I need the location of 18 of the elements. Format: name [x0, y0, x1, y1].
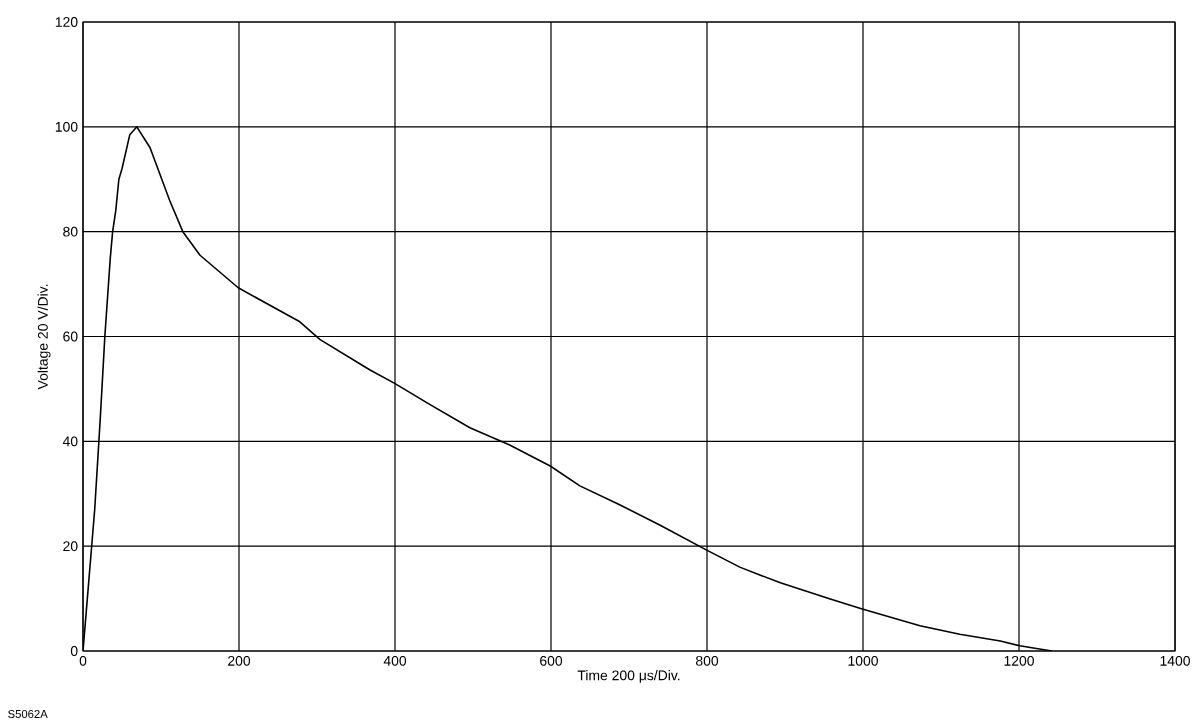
- x-tick-label: 1200: [1004, 655, 1034, 666]
- x-tick-label: 1000: [848, 655, 878, 666]
- y-axis-title: Voltage 20 V/Div.: [37, 284, 51, 390]
- y-tick-label: 80: [63, 226, 78, 237]
- x-axis-title: Time 200 μs/Div.: [577, 670, 680, 683]
- x-tick-label: 0: [79, 655, 87, 666]
- y-tick-label: 0: [70, 646, 78, 656]
- y-tick-label: 60: [63, 331, 78, 342]
- y-tick-label: 40: [62, 436, 78, 447]
- y-tick-label: 100: [55, 121, 78, 132]
- x-tick-label: 800: [695, 655, 719, 666]
- x-tick-label: 200: [228, 655, 251, 666]
- text: S5062A: [8, 710, 48, 718]
- x-tick-label: 1400: [1160, 655, 1190, 666]
- y-tick-label: 120: [55, 17, 78, 27]
- x-tick-label: 400: [383, 655, 407, 666]
- y-tick-label: 20: [63, 541, 78, 552]
- x-tick-label: 600: [540, 655, 563, 666]
